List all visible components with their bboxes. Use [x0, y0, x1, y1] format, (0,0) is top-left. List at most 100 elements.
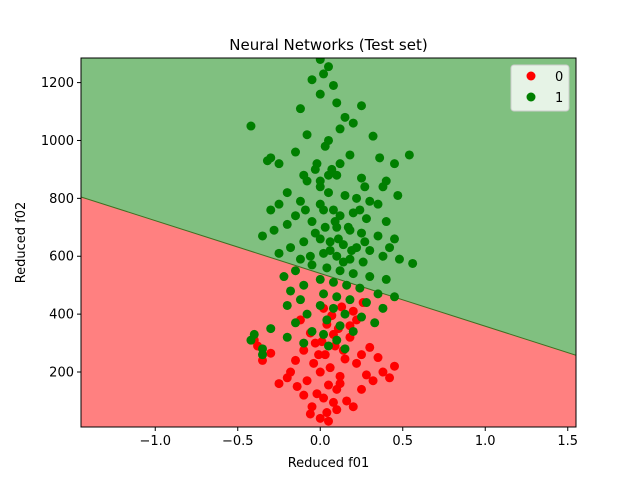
point-class-0-5 — [312, 389, 322, 399]
point-class-1-75 — [408, 258, 418, 268]
point-class-1-119 — [324, 341, 333, 351]
point-class-0-8 — [302, 376, 312, 386]
point-class-1-125 — [327, 164, 337, 174]
point-class-1-79 — [335, 266, 345, 276]
point-class-0-31 — [385, 373, 395, 383]
point-class-1-27 — [357, 173, 366, 183]
x-axis-ticks: −1.0 −0.5 0.0 0.5 1.0 1.5 — [139, 427, 578, 449]
point-class-1-6 — [328, 80, 338, 90]
point-class-0-47 — [324, 416, 333, 426]
x-axis-label: Reduced f01 — [288, 456, 370, 471]
point-class-1-110 — [307, 326, 317, 336]
point-class-1-83 — [291, 266, 300, 276]
legend-label-1: 1 — [555, 91, 563, 106]
plot-frame — [80, 57, 577, 428]
point-class-0-37 — [274, 379, 284, 389]
point-class-1-22 — [375, 153, 385, 163]
point-class-1-4 — [319, 69, 329, 79]
point-class-0-1 — [322, 408, 332, 418]
point-class-1-32 — [282, 188, 292, 198]
point-class-1-49 — [291, 211, 300, 221]
point-class-1-20 — [274, 159, 284, 169]
point-class-1-116 — [319, 329, 329, 339]
y-tick-label-4: 1000 — [41, 134, 74, 149]
point-class-1-109 — [348, 326, 358, 336]
point-class-1-54 — [357, 228, 366, 238]
point-class-1-81 — [365, 272, 375, 282]
point-class-1-114 — [246, 335, 256, 345]
point-class-0-0 — [315, 413, 325, 423]
point-class-1-48 — [381, 217, 391, 227]
point-class-1-131 — [325, 245, 335, 255]
point-class-1-130 — [310, 228, 320, 238]
point-class-0-38 — [266, 348, 276, 358]
y-tick-label-5: 1200 — [41, 76, 74, 91]
point-class-0-15 — [299, 345, 309, 355]
point-class-1-61 — [325, 237, 335, 247]
point-class-1-30 — [360, 182, 370, 192]
point-class-1-102 — [340, 309, 350, 319]
decision-regions — [81, 58, 576, 427]
point-class-1-88 — [355, 283, 365, 293]
point-class-1-98 — [295, 295, 305, 305]
point-class-0-12 — [309, 358, 319, 368]
point-class-1-124 — [312, 159, 322, 169]
point-class-1-96 — [361, 298, 371, 308]
point-class-1-106 — [291, 318, 300, 328]
point-class-1-74 — [394, 254, 404, 264]
point-class-0-25 — [337, 302, 347, 312]
point-class-1-136 — [355, 205, 365, 215]
point-class-1-36 — [340, 190, 350, 200]
point-class-1-100 — [315, 300, 325, 310]
point-class-1-11 — [348, 118, 358, 128]
legend: 0 1 — [510, 64, 570, 112]
point-class-0-29 — [373, 353, 383, 363]
point-class-1-70 — [332, 251, 342, 261]
scatter-points — [246, 58, 418, 426]
point-class-0-58 — [314, 350, 324, 360]
point-class-1-7 — [315, 89, 325, 99]
point-class-1-120 — [340, 344, 350, 354]
point-class-0-49 — [357, 384, 366, 394]
point-class-1-103 — [357, 312, 366, 322]
point-class-1-85 — [315, 274, 325, 284]
point-class-0-43 — [342, 396, 352, 406]
point-class-0-26 — [310, 338, 320, 348]
point-class-0-27 — [357, 350, 366, 360]
point-class-1-122 — [315, 176, 325, 186]
point-class-1-95 — [345, 295, 355, 305]
point-class-1-112 — [266, 324, 276, 334]
point-class-1-82 — [381, 274, 391, 284]
point-class-1-137 — [300, 205, 310, 215]
point-class-0-42 — [299, 390, 309, 400]
point-class-1-24 — [404, 150, 414, 160]
point-class-1-92 — [286, 286, 296, 296]
point-class-1-8 — [295, 104, 305, 114]
point-class-0-11 — [325, 363, 335, 373]
point-class-1-40 — [295, 196, 305, 206]
point-class-1-89 — [373, 289, 383, 299]
point-class-1-42 — [266, 205, 276, 215]
point-class-1-14 — [302, 130, 312, 140]
point-class-1-126 — [335, 159, 345, 169]
point-class-1-78 — [322, 263, 332, 273]
point-class-1-129 — [330, 217, 340, 227]
point-class-1-39 — [373, 199, 383, 209]
point-class-1-86 — [328, 277, 338, 287]
decision-boundary-line — [81, 196, 576, 356]
point-class-1-64 — [365, 245, 375, 255]
point-class-1-87 — [342, 280, 352, 290]
point-class-1-138 — [347, 245, 357, 255]
point-class-0-13 — [340, 354, 350, 364]
point-class-0-3 — [328, 397, 338, 407]
point-class-1-133 — [305, 251, 315, 261]
point-class-1-55 — [373, 231, 383, 241]
point-class-0-51 — [368, 376, 378, 386]
y-axis-ticks: 200 400 600 800 1000 1200 — [41, 76, 81, 381]
point-class-1-99 — [282, 300, 292, 310]
y-tick-label-3: 800 — [49, 192, 74, 207]
x-tick-label-4: 1.0 — [475, 434, 496, 449]
point-class-1-1 — [324, 62, 333, 72]
x-tick-label-1: −0.5 — [222, 434, 254, 449]
point-class-1-2 — [357, 101, 366, 111]
